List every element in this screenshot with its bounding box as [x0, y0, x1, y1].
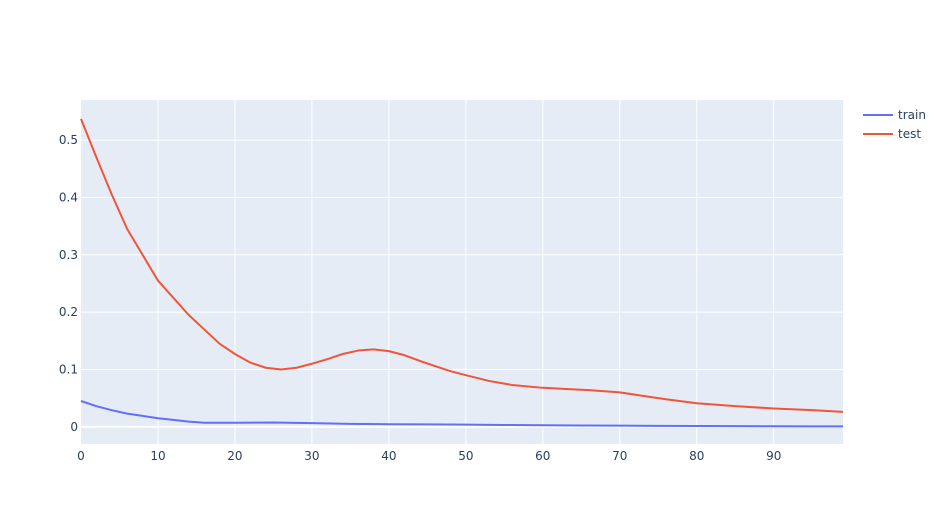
x-tick-label: 50: [458, 449, 473, 463]
y-tick-label: 0.2: [59, 305, 78, 319]
legend-item-train[interactable]: train: [863, 108, 926, 122]
x-tick-label: 90: [766, 449, 781, 463]
x-tick-label: 40: [381, 449, 396, 463]
y-tick-label: 0: [70, 420, 78, 434]
legend-label: train: [898, 108, 926, 122]
y-tick-label: 0.1: [59, 362, 78, 376]
x-tick-label: 60: [535, 449, 550, 463]
series-lines: [80, 118, 844, 428]
y-tick-label: 0.5: [59, 133, 78, 147]
x-axis-ticks: 0 10 20 30 40 50 60 70 80 90: [77, 449, 781, 463]
x-tick-label: 80: [689, 449, 704, 463]
legend-item-test[interactable]: test: [863, 127, 921, 141]
x-tick-label: 0: [77, 449, 85, 463]
x-tick-label: 30: [304, 449, 319, 463]
x-tick-label: 20: [227, 449, 242, 463]
plot-background: [81, 100, 843, 444]
y-tick-label: 0.3: [59, 248, 78, 262]
series-line-train: [80, 400, 844, 428]
legend[interactable]: train test: [863, 108, 926, 141]
x-tick-label: 70: [612, 449, 627, 463]
legend-label: test: [898, 127, 921, 141]
y-axis-ticks: 0 0.1 0.2 0.3 0.4 0.5: [59, 133, 78, 434]
x-tick-label: 10: [150, 449, 165, 463]
y-tick-label: 0.4: [59, 190, 78, 204]
series-line-test: [80, 118, 844, 413]
